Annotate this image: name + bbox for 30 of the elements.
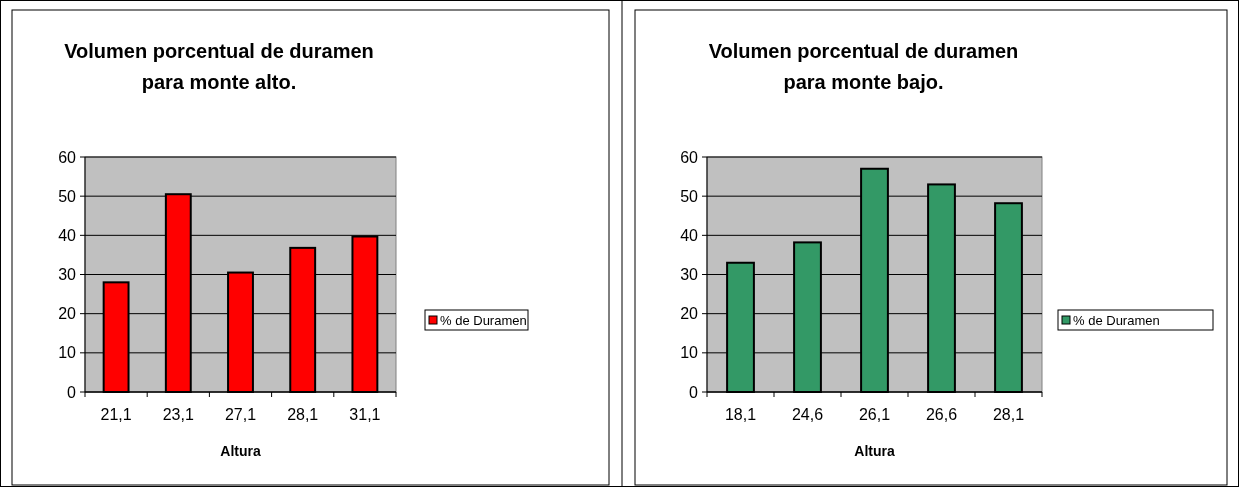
- y-tick-label: 0: [689, 383, 699, 401]
- x-tick-label: 31,1: [349, 406, 381, 423]
- y-tick-label: 30: [680, 266, 699, 284]
- y-tick-label: 60: [680, 148, 699, 166]
- x-tick-label: 24,6: [791, 406, 824, 423]
- y-tick-label: 50: [680, 187, 699, 205]
- y-tick-label: 20: [58, 305, 77, 323]
- legend-label: % de Duramen: [1073, 313, 1160, 328]
- x-tick-label: 26,1: [858, 406, 891, 423]
- x-tick-label: 27,1: [224, 406, 257, 423]
- y-tick-label: 30: [58, 266, 77, 284]
- y-tick-label: 10: [58, 344, 77, 362]
- y-tick-label: 40: [58, 226, 77, 244]
- x-axis-title: Altura: [220, 443, 261, 459]
- y-tick-label: 20: [680, 305, 699, 323]
- x-axis-title: Altura: [854, 443, 895, 459]
- legend-label: % de Duramen: [440, 313, 527, 328]
- x-tick-label: 21,1: [100, 406, 132, 423]
- x-tick-label: 26,6: [925, 406, 958, 423]
- x-tick-label: 28,1: [287, 406, 319, 423]
- y-tick-label: 10: [680, 344, 699, 362]
- y-tick-label: 50: [58, 187, 77, 205]
- y-tick-label: 40: [680, 226, 699, 244]
- x-tick-label: 28,1: [992, 406, 1025, 423]
- x-tick-label: 23,1: [162, 406, 194, 423]
- chart-title: Volumen porcentual de duramen para monte bajo.: [708, 40, 1019, 93]
- x-tick-label: 18,1: [724, 406, 757, 423]
- y-tick-label: 60: [58, 148, 77, 166]
- chart-title: Volumen porcentual de duramen para monte alto.: [64, 40, 374, 93]
- y-tick-label: 0: [67, 383, 77, 401]
